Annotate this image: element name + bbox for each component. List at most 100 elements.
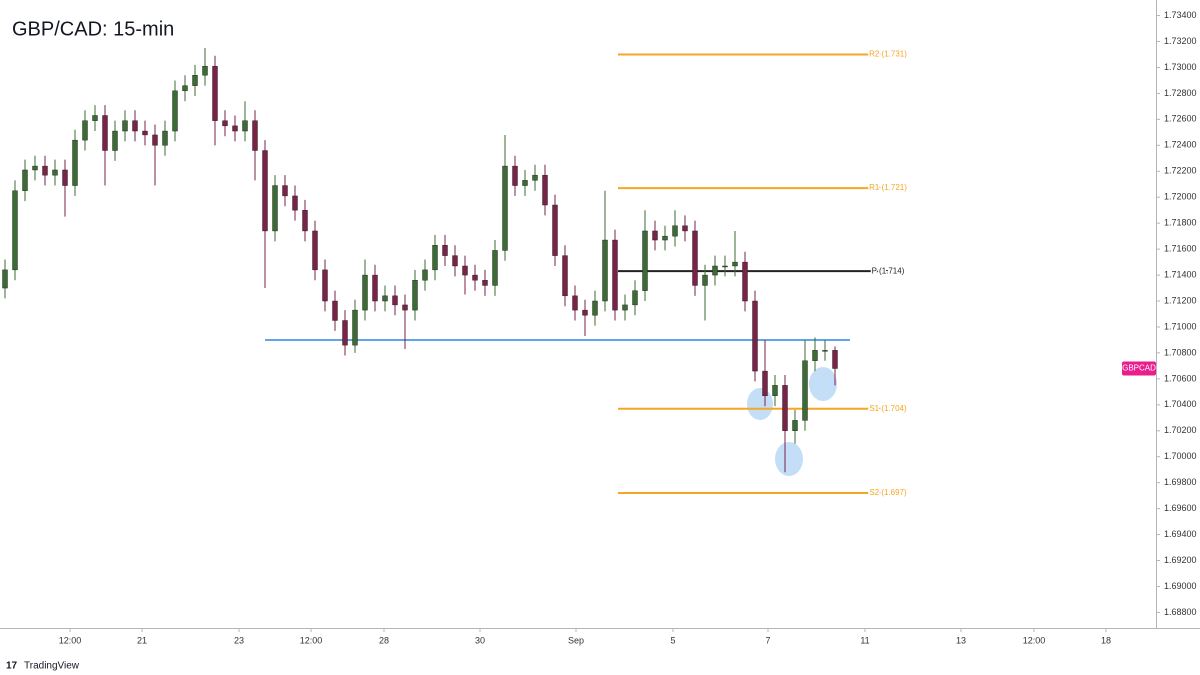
candle-body <box>92 115 98 121</box>
candle-body <box>352 309 358 346</box>
candle-body <box>622 304 628 311</box>
x-tick-label: 23 <box>234 635 244 645</box>
candle-body <box>182 85 188 92</box>
candle-body <box>262 150 268 232</box>
y-tick-label: 1.72800 <box>1164 88 1197 98</box>
candle-body <box>372 274 378 302</box>
candle-body <box>62 169 68 186</box>
candle-body <box>712 265 718 276</box>
y-tick-label: 1.70800 <box>1164 347 1197 357</box>
candle-body <box>722 265 728 268</box>
x-tick-label: 11 <box>860 635 869 645</box>
candle-body <box>342 320 348 346</box>
candle-body <box>742 261 748 302</box>
pivot-label: S1 (1.704) <box>869 404 907 413</box>
y-tick-label: 1.72400 <box>1164 140 1197 150</box>
candle-body <box>112 130 118 151</box>
candle-body <box>672 225 678 237</box>
candle-body <box>502 165 508 251</box>
candle-body <box>242 120 248 132</box>
candle-body <box>32 165 38 171</box>
y-tick-label: 1.73200 <box>1164 36 1197 46</box>
candle-body <box>392 295 398 306</box>
y-tick-label: 1.69200 <box>1164 555 1197 565</box>
y-tick-label: 1.69000 <box>1164 581 1197 591</box>
candle-body <box>442 245 448 256</box>
symbol-label: GBPCAD <box>1122 364 1156 373</box>
x-tick-label: 21 <box>137 635 147 645</box>
candle-body <box>142 130 148 136</box>
y-tick-label: 1.70600 <box>1164 373 1197 383</box>
candle-body <box>652 230 658 241</box>
y-tick-label: 1.70000 <box>1164 451 1197 461</box>
y-tick-label: 1.71400 <box>1164 269 1197 279</box>
y-tick-label: 1.72000 <box>1164 192 1197 202</box>
candle-body <box>452 255 458 267</box>
candle-body <box>512 165 518 186</box>
x-tick-label: 18 <box>1101 635 1111 645</box>
plot <box>2 48 888 495</box>
x-tick-label: 12:00 <box>59 635 82 645</box>
y-tick-label: 1.69800 <box>1164 477 1197 487</box>
candle-body <box>432 245 438 271</box>
candle-body <box>52 169 58 176</box>
candle-body <box>252 120 258 151</box>
chart-title: GBP/CAD: 15-min <box>12 18 174 40</box>
y-tick-label: 1.71000 <box>1164 321 1197 331</box>
candle-body <box>362 274 368 311</box>
candle-body <box>82 120 88 141</box>
pivot-label: R1 (1.721) <box>869 183 907 192</box>
candle-body <box>222 120 228 127</box>
y-tick-label: 1.72600 <box>1164 114 1197 124</box>
candle-body <box>202 65 208 76</box>
candle-body <box>292 195 298 211</box>
candle-body <box>72 139 78 186</box>
candle-body <box>642 230 648 291</box>
candle-body <box>792 420 798 431</box>
candle-body <box>172 90 178 132</box>
candle-body <box>692 230 698 286</box>
candle-body <box>682 225 688 232</box>
y-tick-label: 1.71600 <box>1164 243 1197 253</box>
pivot-label: R2 (1.731) <box>869 50 907 59</box>
candle-body <box>762 370 768 396</box>
candle-body <box>162 130 168 146</box>
candle-body <box>22 169 28 191</box>
pivot-label: P (1.714) <box>872 266 905 275</box>
x-tick-label: Sep <box>568 635 584 645</box>
candle-body <box>752 300 758 372</box>
candle-body <box>612 239 618 311</box>
candle-body <box>152 134 158 146</box>
brand-logo: 17 <box>6 661 18 672</box>
x-tick-label: 30 <box>475 635 485 645</box>
candle-body <box>522 180 528 186</box>
candle-body <box>232 125 238 132</box>
candle-body <box>582 309 588 316</box>
y-tick-label: 1.72200 <box>1164 166 1197 176</box>
candle-body <box>832 350 838 369</box>
y-tick-label: 1.68800 <box>1164 607 1197 617</box>
candle-body <box>702 274 708 286</box>
candle-body <box>532 174 538 181</box>
candle-body <box>782 385 788 431</box>
x-tick-label: 13 <box>956 635 966 645</box>
candle-body <box>822 350 828 352</box>
candle-body <box>732 261 738 267</box>
candle-body <box>552 204 558 256</box>
candle-body <box>192 75 198 86</box>
candle-body <box>322 269 328 302</box>
y-tick-label: 1.70200 <box>1164 425 1197 435</box>
candle-body <box>42 165 48 176</box>
candle-body <box>462 265 468 276</box>
x-tick-label: 7 <box>765 635 770 645</box>
y-tick-label: 1.73000 <box>1164 62 1197 72</box>
footer-brand: TradingView <box>24 661 80 672</box>
candle-body <box>212 65 218 121</box>
candle-body <box>402 304 408 311</box>
candle-body <box>542 174 548 206</box>
candle-body <box>422 269 428 281</box>
candle-body <box>472 274 478 281</box>
candle-body <box>812 350 818 361</box>
y-tick-label: 1.69400 <box>1164 529 1197 539</box>
